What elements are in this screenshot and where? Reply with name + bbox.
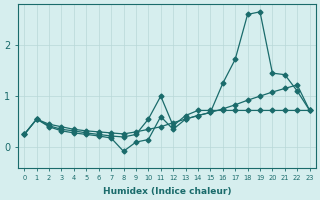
X-axis label: Humidex (Indice chaleur): Humidex (Indice chaleur): [103, 187, 231, 196]
